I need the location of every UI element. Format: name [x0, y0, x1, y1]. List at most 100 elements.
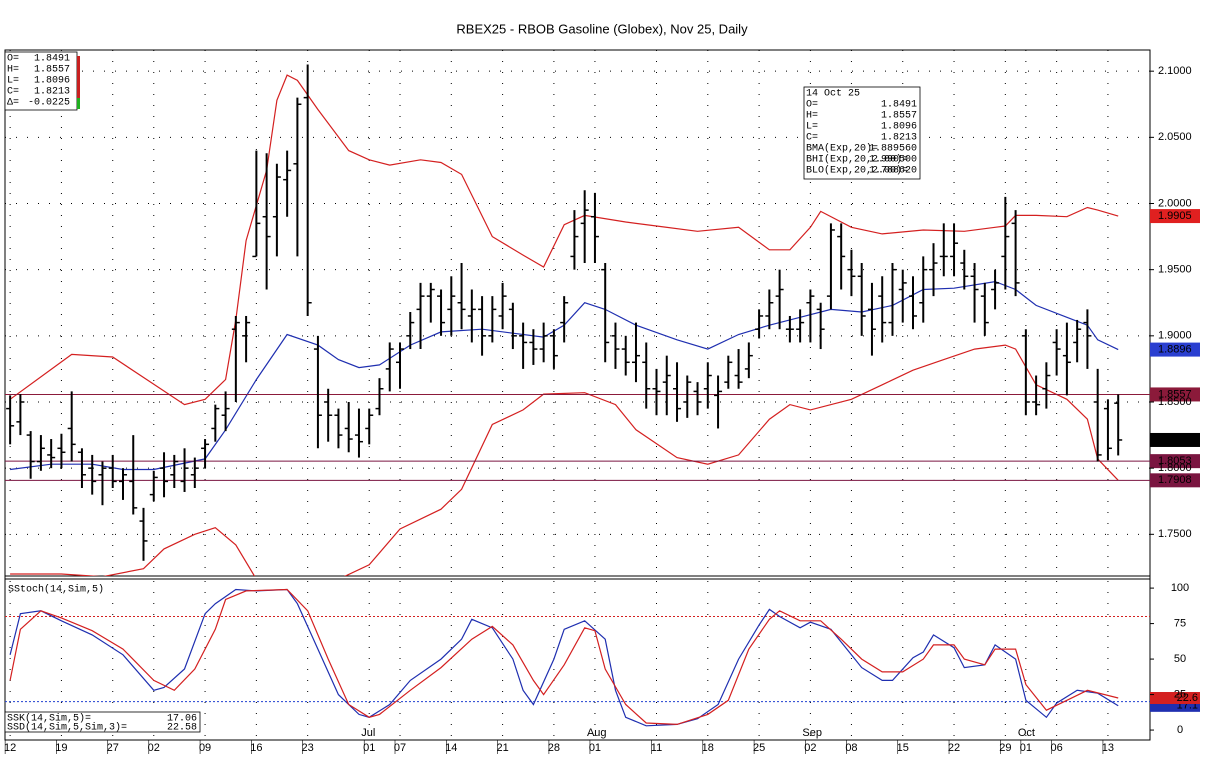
y-tick-label: 1.9000: [1158, 330, 1192, 342]
info-label: BLO(Exp,20,2.00)=: [806, 165, 908, 177]
month-label: Sep: [802, 727, 822, 739]
y-tick-label: 1.7500: [1158, 528, 1192, 540]
band-line: [10, 344, 1119, 576]
month-label: Oct: [1018, 727, 1035, 739]
info-value: 1.8096: [881, 122, 917, 133]
quote-indicator: [77, 98, 80, 109]
x-tick-label: 21: [496, 742, 508, 754]
x-tick-label: 01: [589, 742, 601, 754]
quote-value: 1.8213: [34, 87, 70, 98]
x-tick-label: 29: [999, 742, 1011, 754]
info-label: C=: [806, 133, 818, 144]
quote-value: -0.0225: [28, 98, 70, 109]
y-tick-label: 50: [1174, 653, 1186, 665]
y-tick-label: 1.8500: [1158, 396, 1192, 408]
info-value: 1.8491: [881, 100, 917, 111]
x-tick-label: 23: [302, 742, 314, 754]
value-marker-label: 22.6: [1177, 692, 1198, 704]
price-marker: [1150, 432, 1200, 447]
price-marker-label: 1.8896: [1158, 343, 1192, 355]
x-tick-label: 22: [948, 742, 960, 754]
info-box: [803, 86, 921, 180]
legend-value: 22.58: [167, 723, 197, 734]
chart-title: RBEX25 - RBOB Gasoline (Globex), Nov 25,…: [456, 21, 748, 36]
legend-value: 17.06: [167, 714, 197, 725]
info-label: BHI(Exp,20,2.00)=: [806, 154, 908, 166]
price-marker-label: 1.9905: [1158, 210, 1192, 222]
x-tick-label: 11: [651, 742, 662, 754]
quote-box: [4, 51, 78, 111]
price-plot: [5, 50, 1150, 576]
x-tick-label: 01: [1020, 742, 1032, 754]
x-tick-label: 07: [394, 742, 406, 754]
x-tick-label: 27: [107, 742, 119, 754]
info-value: 1.990500: [869, 155, 917, 166]
x-tick-label: 01: [363, 742, 375, 754]
legend-label: SSD(14,Sim,5,Sim,3)=: [7, 722, 127, 734]
x-tick-label: 08: [845, 742, 857, 754]
month-label: Jul: [361, 727, 375, 739]
y-tick-label: 2.1000: [1158, 65, 1192, 77]
info-value: 1.8557: [881, 111, 917, 122]
quote-value: 1.8491: [34, 54, 70, 65]
y-tick-label: 1.9500: [1158, 264, 1192, 276]
y-tick-label: 2.0000: [1158, 197, 1192, 209]
info-value: 1.788620: [869, 166, 917, 177]
x-tick-label: 09: [199, 742, 211, 754]
overlay-layer: SStoch(14,Sim,5) 1.9905 1.8896 1.8557 1.821…: [4, 51, 1200, 734]
info-value: 1.889560: [869, 144, 917, 155]
legend-box: [4, 711, 201, 733]
x-tick-label: 18: [702, 742, 714, 754]
price-marker: [1150, 454, 1200, 469]
month-label: Aug: [587, 727, 607, 739]
x-tick-label: 02: [148, 742, 160, 754]
x-tick-label: 28: [548, 742, 560, 754]
panel-label: SStoch(14,Sim,5): [8, 584, 104, 596]
price-marker: [1150, 473, 1200, 488]
quote-value: 1.8096: [34, 76, 70, 87]
x-tick-label: 25: [753, 742, 765, 754]
quote-label: C=: [7, 87, 19, 98]
price-marker-label: 1.8053: [1158, 455, 1192, 467]
x-tick-label: 16: [250, 742, 262, 754]
stoch-line: [9, 588, 1119, 727]
x-tick-label: 13: [1102, 742, 1114, 754]
y-tick-label: 25: [1174, 688, 1186, 700]
value-marker: [1150, 692, 1200, 705]
quote-label: H=: [7, 65, 19, 76]
price-marker-label: 1.8557: [1158, 388, 1192, 400]
info-label: L=: [806, 122, 818, 133]
legend-label: SSK(14,Sim,5)=: [7, 713, 91, 725]
info-label: O=: [806, 100, 818, 111]
quote-value: 1.8557: [34, 65, 70, 76]
x-tick-label: 19: [55, 742, 67, 754]
y-tick-label: 1.8000: [1158, 462, 1192, 474]
band-line: [10, 280, 1119, 471]
x-tick-label: 15: [897, 742, 909, 754]
band-line: [9, 74, 1119, 406]
x-tick-label: 14: [445, 742, 457, 754]
stoch-plot: [5, 581, 1150, 740]
stoch-line: [9, 588, 1119, 726]
x-tick-label: 02: [804, 742, 816, 754]
price-marker: [1150, 387, 1200, 402]
quote-label: Δ=: [7, 98, 19, 109]
x-tick-label: 12: [4, 742, 16, 754]
quote-label: O=: [7, 54, 19, 65]
info-date: 14 Oct 25: [806, 89, 860, 100]
price-marker-label: 1.8213: [1158, 434, 1192, 446]
y-tick-label: 100: [1171, 582, 1189, 594]
y-tick-label: 75: [1174, 617, 1186, 629]
price-marker-label: 1.7908: [1158, 474, 1192, 486]
info-label: H=: [806, 111, 818, 122]
price-marker: [1150, 342, 1200, 357]
quote-label: L=: [7, 76, 19, 87]
quote-indicator: [77, 56, 80, 98]
y-tick-label: 2.0500: [1158, 131, 1192, 143]
info-value: 1.8213: [881, 133, 917, 144]
price-marker: [1150, 209, 1200, 224]
info-label: BMA(Exp,20)=: [806, 143, 878, 155]
